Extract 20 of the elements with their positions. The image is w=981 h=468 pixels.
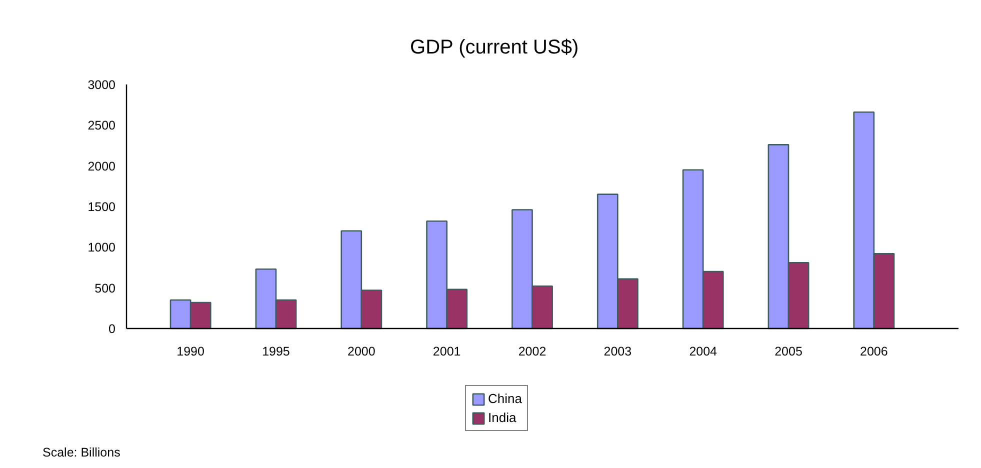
y-tick-label: 3000 xyxy=(88,78,116,92)
legend-label: India xyxy=(488,410,516,425)
y-tick-label: 2000 xyxy=(88,159,116,174)
x-tick-label: 2002 xyxy=(518,344,546,358)
x-tick-label: 2006 xyxy=(860,344,888,358)
y-tick-label: 500 xyxy=(94,281,116,296)
x-tick-label: 2003 xyxy=(604,344,632,358)
x-tick-label: 2005 xyxy=(774,344,802,358)
y-tick-label: 1500 xyxy=(88,200,116,214)
x-tick-label: 2000 xyxy=(348,344,376,358)
x-tick-label: 1995 xyxy=(262,344,290,358)
y-tick-label: 1000 xyxy=(88,240,116,255)
x-tick-label: 2004 xyxy=(689,344,718,358)
x-tick-label: 1990 xyxy=(176,344,205,358)
y-tick-label: 0 xyxy=(108,322,116,336)
y-tick-label: 2500 xyxy=(88,118,116,133)
legend-label: China xyxy=(488,391,522,406)
chart-title: GDP (current US$) xyxy=(410,36,579,58)
text: Scale: Billions xyxy=(42,446,120,460)
x-tick-label: 2001 xyxy=(432,344,461,358)
